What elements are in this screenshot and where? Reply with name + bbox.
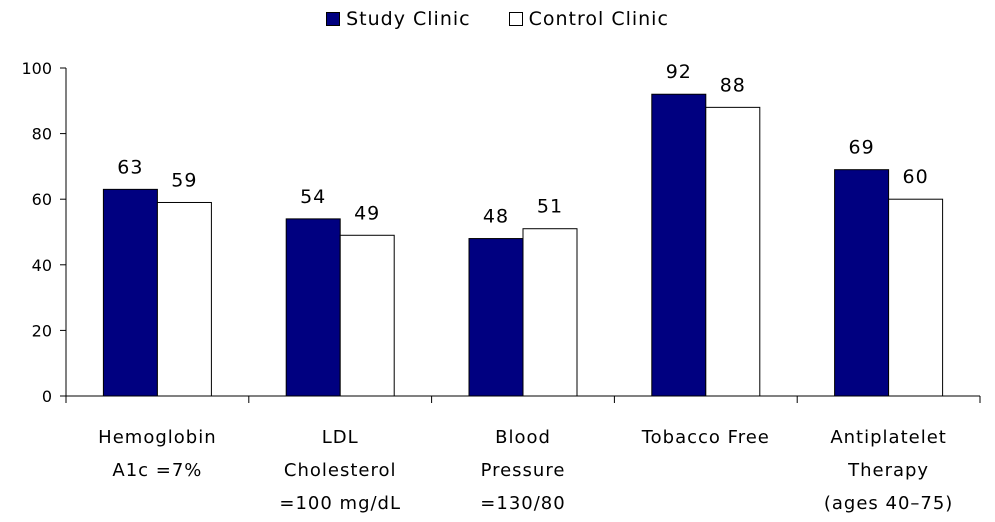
x-tick-label: LDL <box>322 427 359 448</box>
bar-control-clinic <box>705 106 761 397</box>
bar-study-clinic <box>102 188 158 397</box>
x-tick-label: A1c =7% <box>112 460 202 481</box>
data-label: 92 <box>666 61 692 83</box>
bar-study-clinic <box>285 218 341 397</box>
legend-label-control-clinic: Control Clinic <box>528 8 669 30</box>
bar-study-clinic <box>651 93 707 397</box>
data-label: 51 <box>537 196 563 218</box>
legend-swatch-control-clinic <box>508 12 523 26</box>
legend-swatch-study-clinic <box>326 12 341 26</box>
y-tick-label: 100 <box>21 59 52 78</box>
data-label: 63 <box>117 156 143 178</box>
bar-control-clinic <box>522 228 578 397</box>
bar-control-clinic <box>156 201 212 397</box>
y-tick-label: 0 <box>42 387 52 406</box>
data-label: 60 <box>903 166 929 188</box>
bar-study-clinic <box>834 169 890 397</box>
data-label: 48 <box>483 206 509 228</box>
x-tick-label: =100 mg/dL <box>279 493 401 514</box>
x-tick-label: =130/80 <box>480 493 565 514</box>
bar-control-clinic <box>888 198 944 397</box>
y-tick-label: 80 <box>32 125 52 144</box>
chart-legend: Study Clinic Control Clinic <box>0 8 995 30</box>
x-tick-label: Blood <box>495 427 551 448</box>
bar-control-clinic <box>339 234 395 397</box>
data-label: 69 <box>849 137 875 159</box>
data-label: 54 <box>300 186 326 208</box>
x-tick-label: Therapy <box>847 460 929 481</box>
x-tick-label: Tobacco Free <box>641 427 770 448</box>
bar-study-clinic <box>468 238 524 397</box>
x-tick-label: Hemoglobin <box>98 427 216 448</box>
legend-item-study-clinic: Study Clinic <box>326 8 471 30</box>
data-label: 59 <box>171 169 197 191</box>
data-label: 88 <box>720 74 746 96</box>
x-tick-label: Cholesterol <box>284 460 397 481</box>
x-tick-label: Antiplatelet <box>830 427 947 448</box>
legend-item-control-clinic: Control Clinic <box>508 8 669 30</box>
y-tick-label: 60 <box>32 190 52 209</box>
data-label: 49 <box>354 202 380 224</box>
legend-label-study-clinic: Study Clinic <box>346 8 471 30</box>
x-tick-label: (ages 40–75) <box>824 493 953 514</box>
x-tick-label: Pressure <box>481 460 566 481</box>
y-tick-label: 40 <box>32 256 52 275</box>
y-tick-label: 20 <box>32 321 52 340</box>
